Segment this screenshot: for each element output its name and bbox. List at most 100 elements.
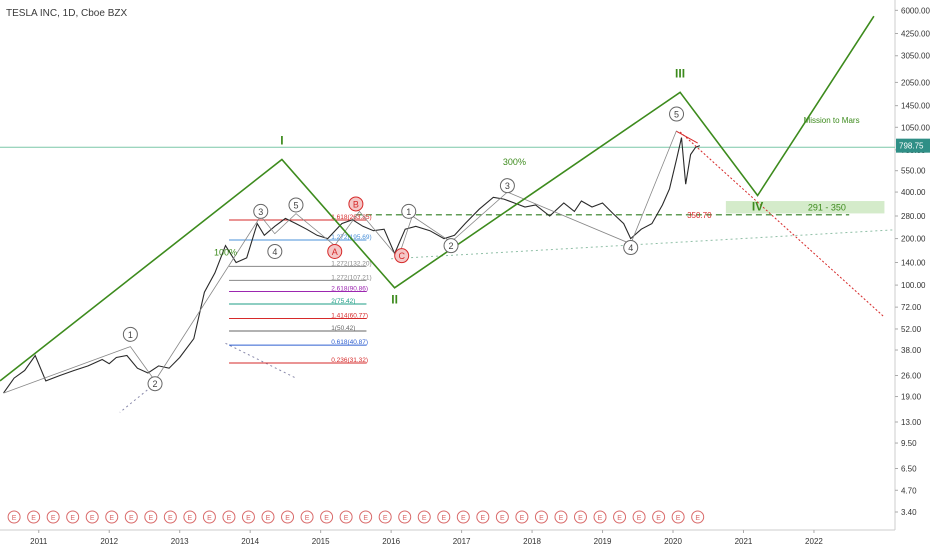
circled-wave-label: 4 — [272, 247, 277, 257]
x-tick-label: 2016 — [382, 537, 400, 546]
percent-label: 300% — [503, 157, 526, 167]
wave-label: IV — [752, 199, 763, 213]
support-trendline — [391, 229, 896, 260]
elliott-wave-path — [0, 15, 875, 382]
fib-level-label: 1.414(60.77) — [331, 313, 368, 320]
circled-wave-label: A — [332, 247, 338, 257]
y-tick-label: 100.00 — [901, 281, 926, 290]
earnings-marker — [222, 510, 236, 524]
fib-level-label: 0.236(31.32) — [331, 357, 368, 364]
earnings-marker — [671, 510, 685, 524]
earnings-marker-label: E — [188, 515, 193, 522]
circled-wave-marker — [267, 243, 283, 259]
y-tick-label: 200.00 — [901, 235, 926, 244]
circled-wave-marker — [401, 203, 417, 219]
earnings-marker-label: E — [422, 515, 427, 522]
earnings-marker-label: E — [207, 515, 212, 522]
circled-wave-label: 3 — [505, 181, 510, 191]
earnings-marker — [202, 510, 216, 524]
circled-wave-label: 2 — [449, 241, 454, 251]
earnings-marker-label: E — [31, 515, 36, 522]
earnings-marker-label: E — [559, 515, 564, 522]
earnings-marker-label: E — [51, 515, 56, 522]
circled-wave-label: 2 — [153, 379, 158, 389]
earnings-marker — [515, 510, 529, 524]
earnings-marker — [495, 510, 509, 524]
earnings-marker — [7, 510, 21, 524]
y-tick-label: 26.00 — [901, 371, 922, 380]
fib-level-label: 1.618(263.85) — [331, 214, 371, 221]
earnings-marker-label: E — [90, 515, 95, 522]
wave-2-projection — [225, 342, 297, 379]
earnings-marker — [417, 510, 431, 524]
fib-level-label: 2(75.42) — [331, 298, 355, 305]
earnings-marker — [320, 510, 334, 524]
earnings-marker — [144, 510, 158, 524]
earnings-marker-label: E — [578, 515, 583, 522]
fib-level-label: 1.272(107.21) — [331, 274, 371, 281]
y-tick-label: 72.00 — [901, 303, 922, 312]
earnings-marker-label: E — [441, 515, 446, 522]
earnings-marker — [476, 510, 490, 524]
earnings-marker — [281, 510, 295, 524]
y-tick-label: 1450.00 — [901, 102, 930, 111]
y-tick-label: 19.00 — [901, 393, 922, 402]
earnings-marker-label: E — [383, 515, 388, 522]
earnings-marker — [183, 510, 197, 524]
y-tick-label: 13.00 — [901, 418, 922, 427]
earnings-marker-label: E — [481, 515, 486, 522]
earnings-marker-label: E — [363, 515, 368, 522]
y-tick-label: 3.40 — [901, 508, 917, 517]
earnings-marker-label: E — [305, 515, 310, 522]
y-tick-label: 140.00 — [901, 259, 926, 268]
earnings-marker-label: E — [12, 515, 17, 522]
sub-wave-line — [3, 130, 677, 394]
earnings-marker — [66, 510, 80, 524]
circled-wave-marker — [623, 240, 639, 256]
symbol-label: TESLA INC, 1D, Cboe BZX — [6, 8, 128, 19]
fib-level-label: 1(50.42) — [331, 325, 355, 332]
x-tick-label: 2018 — [523, 537, 541, 546]
y-tick-label: 4.70 — [901, 486, 917, 495]
y-tick-label: 6000.00 — [901, 6, 930, 15]
percent-label: Mission to Mars — [804, 116, 860, 125]
red-arrow-line — [676, 130, 698, 144]
circled-wave-marker — [499, 178, 515, 194]
x-tick-label: 2017 — [453, 537, 471, 546]
earnings-marker-label: E — [70, 515, 75, 522]
wave-label: V — [870, 0, 878, 3]
circled-wave-marker — [288, 197, 304, 213]
earnings-marker — [359, 510, 373, 524]
red-projection-line — [679, 131, 885, 318]
earnings-marker — [456, 510, 470, 524]
earnings-marker — [632, 510, 646, 524]
target-zone-label: 291 - 350 — [808, 202, 846, 212]
wave-label: III — [675, 67, 685, 81]
x-tick-label: 2015 — [312, 537, 330, 546]
fib-level-label: 2.618(90.86) — [331, 286, 368, 293]
earnings-marker — [339, 510, 353, 524]
earnings-marker — [163, 510, 177, 524]
earnings-marker — [378, 510, 392, 524]
earnings-marker — [261, 510, 275, 524]
circled-wave-marker — [394, 248, 410, 264]
x-tick-label: 2020 — [664, 537, 682, 546]
y-tick-label: 2050.00 — [901, 78, 930, 87]
last-price-badge — [896, 138, 930, 153]
last-price-label: 798.75 — [899, 142, 924, 151]
circled-wave-marker — [122, 326, 138, 342]
earnings-marker-label: E — [539, 515, 544, 522]
y-tick-label: 3050.00 — [901, 52, 930, 61]
earnings-marker-label: E — [148, 515, 153, 522]
circled-wave-marker — [669, 106, 685, 122]
y-tick-label: 280.00 — [901, 212, 926, 221]
earnings-marker-label: E — [402, 515, 407, 522]
circled-wave-marker — [147, 376, 163, 392]
earnings-marker-label: E — [266, 515, 271, 522]
y-tick-label: 6.50 — [901, 465, 917, 474]
earnings-marker-label: E — [246, 515, 251, 522]
circled-wave-marker — [253, 203, 269, 219]
earnings-marker — [241, 510, 255, 524]
x-tick-label: 2013 — [171, 537, 189, 546]
